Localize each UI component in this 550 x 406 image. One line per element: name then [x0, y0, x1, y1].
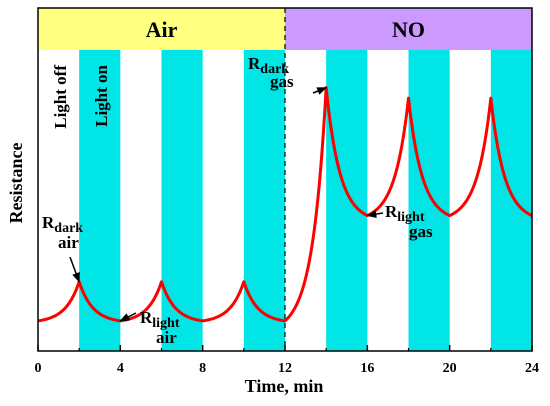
- phase-label-light-off: Light off: [51, 65, 70, 129]
- x-tick-label-3: 12: [278, 361, 292, 376]
- region-banner-0: [38, 8, 285, 50]
- gas-region-banners: Air NO: [38, 8, 532, 50]
- annotation-arrow: [312, 86, 328, 95]
- annotation-subscript: gas: [409, 222, 433, 241]
- light-on-band-5: [490, 8, 532, 351]
- region-banner-1: [285, 8, 532, 50]
- light-on-band-4: [408, 8, 450, 351]
- light-on-band-3: [326, 8, 368, 351]
- annotation-subscript: air: [58, 233, 79, 252]
- x-axis-ticks: 0 4 8 12 16 20 24: [35, 345, 539, 376]
- annotation-arrow: [366, 210, 384, 219]
- x-tick-label-6: 24: [525, 361, 539, 376]
- region-label-0: Air: [146, 17, 178, 42]
- x-tick-label-2: 8: [199, 361, 206, 376]
- region-label-1: NO: [392, 17, 425, 42]
- light-on-band-2: [243, 8, 285, 351]
- annotation-arrow: [119, 312, 137, 322]
- annotation-subscript: air: [156, 328, 177, 347]
- x-axis-title: Time, min: [245, 376, 324, 396]
- x-tick-label-1: 4: [117, 361, 124, 376]
- light-on-bands: [79, 8, 532, 351]
- annotation-subscript: gas: [270, 72, 294, 91]
- x-tick-label-0: 0: [35, 361, 42, 376]
- light-on-band-1: [161, 8, 203, 351]
- phase-label-light-on: Light on: [92, 64, 111, 126]
- annotation-arrow: [69, 256, 80, 283]
- x-tick-label-4: 16: [360, 361, 374, 376]
- light-on-band-0: [79, 8, 121, 351]
- y-axis-title: Resistance: [6, 142, 26, 223]
- x-tick-label-5: 20: [443, 361, 457, 376]
